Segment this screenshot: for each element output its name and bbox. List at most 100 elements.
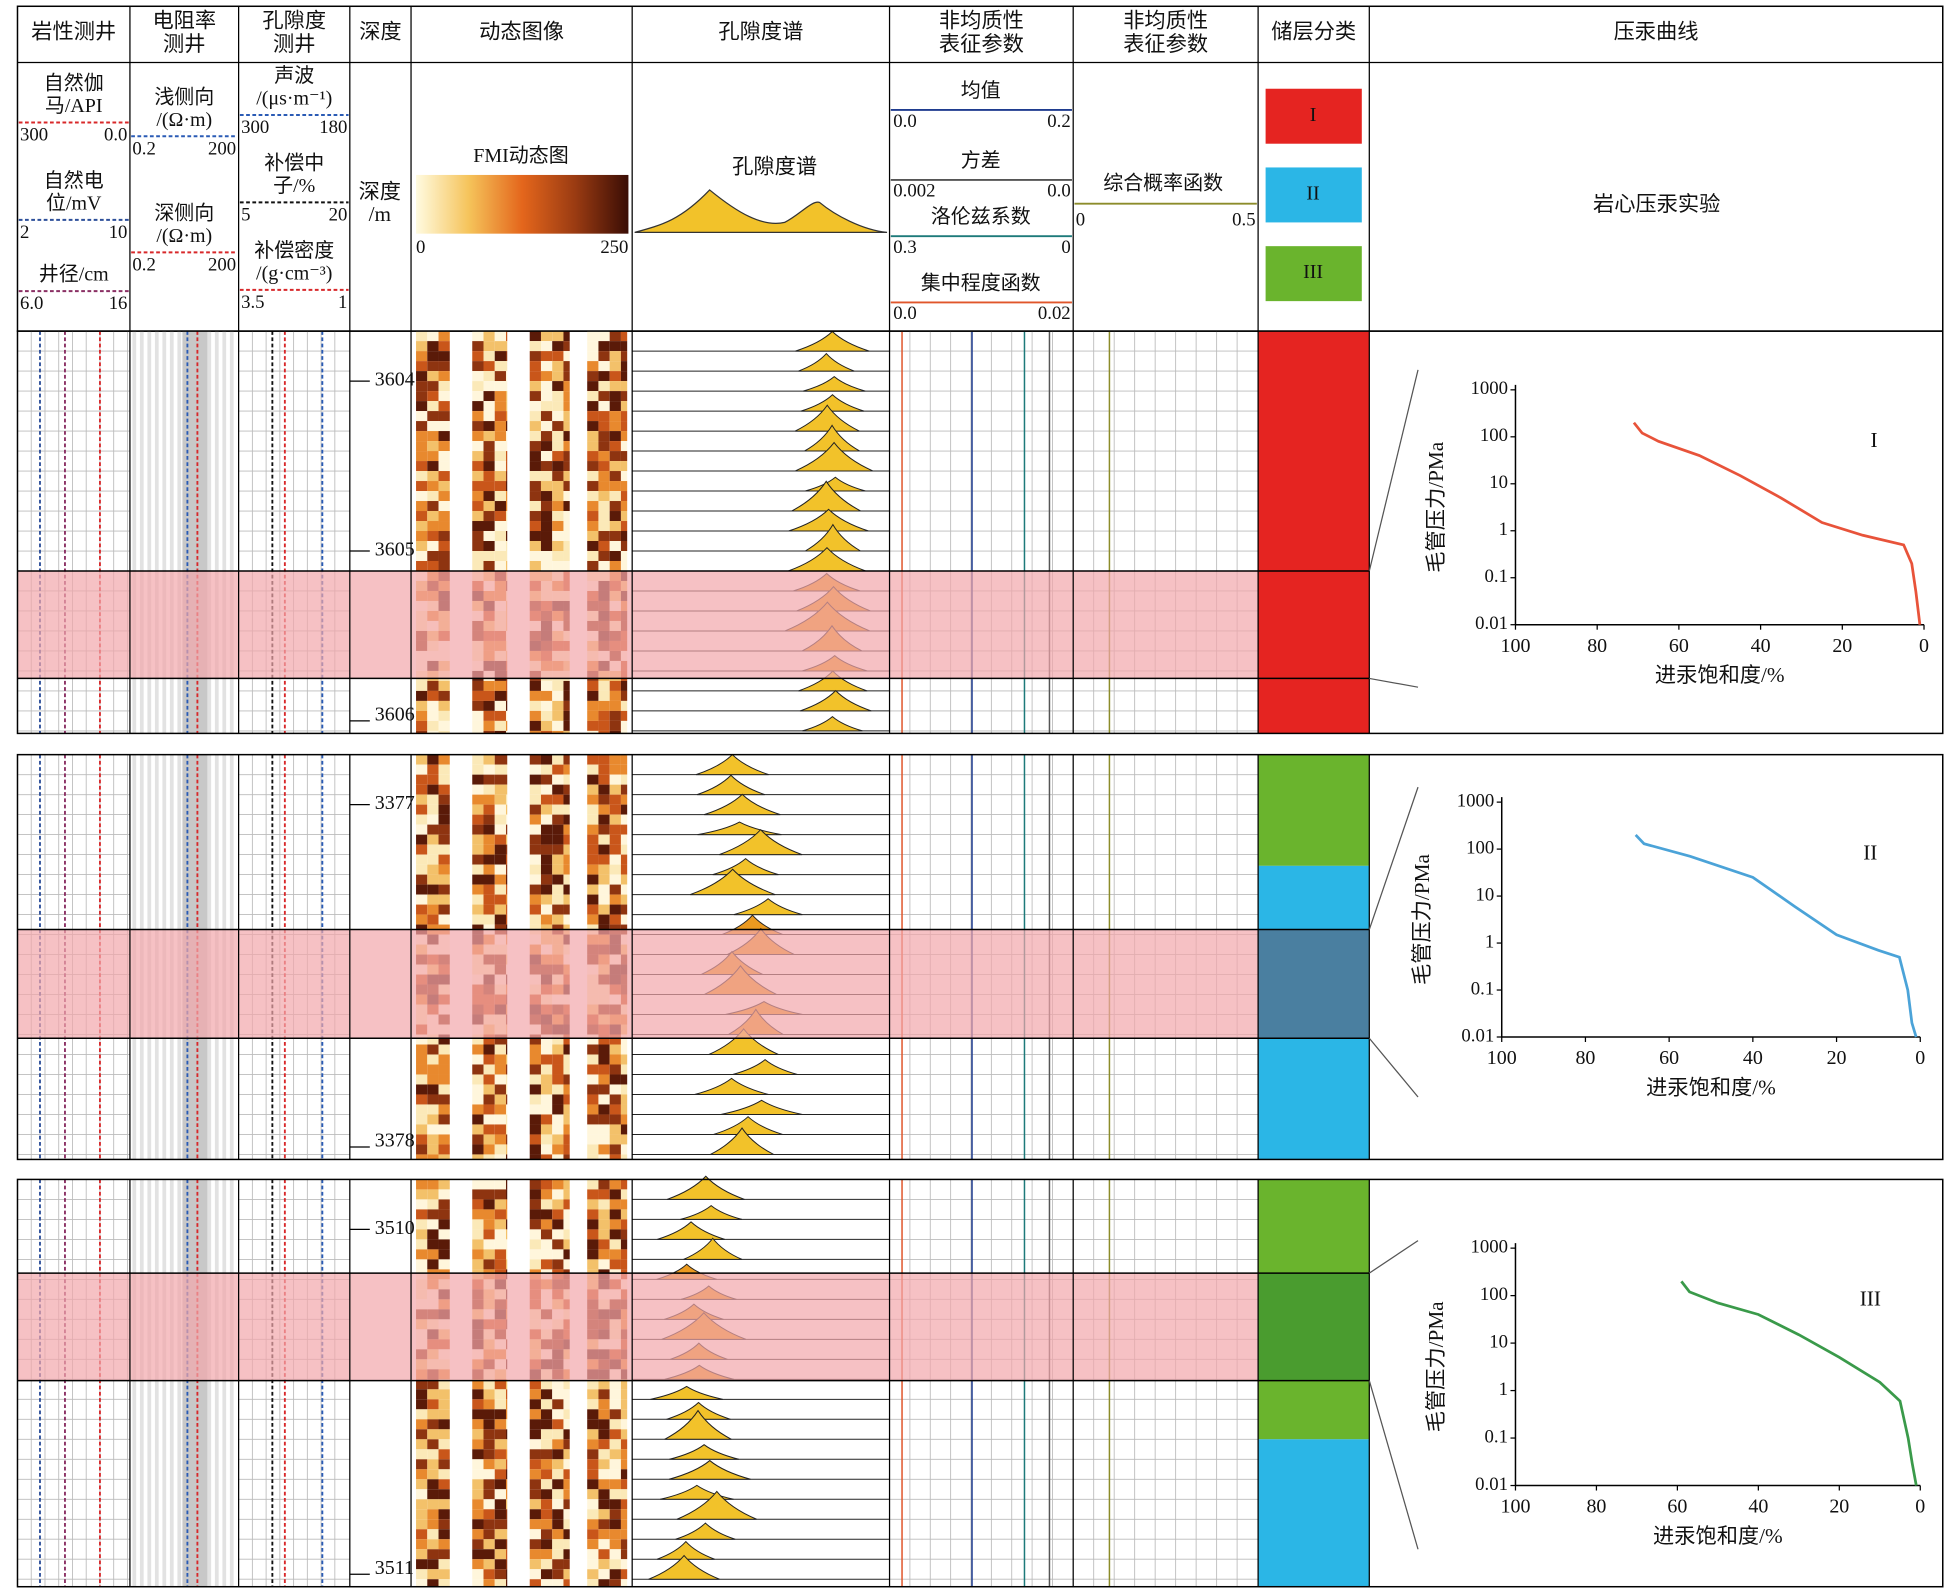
fmi-texture	[529, 914, 541, 925]
fmi-texture	[609, 1569, 621, 1580]
y-tick-label: 0.01	[1461, 1025, 1494, 1046]
fmi-texture	[563, 680, 570, 691]
fmi-texture	[598, 1379, 610, 1390]
fmi-texture	[483, 1489, 495, 1500]
scale-name: /(μs·m⁻¹)	[256, 88, 332, 110]
fmi-texture	[416, 730, 428, 734]
fmi-texture	[609, 1579, 621, 1587]
fmi-texture	[529, 1094, 541, 1105]
fmi-texture	[427, 754, 439, 765]
fmi-texture	[494, 1154, 506, 1160]
probability-min: 0	[1076, 209, 1085, 230]
spectrum-peak	[720, 1099, 803, 1115]
fmi-texture	[505, 1559, 508, 1570]
fmi-texture	[483, 1409, 495, 1420]
scale-name: 马/API	[45, 95, 103, 117]
fmi-texture	[540, 774, 553, 785]
fmi-texture	[505, 1144, 508, 1155]
spectrum-peak	[680, 1204, 743, 1220]
fmi-texture	[494, 1189, 506, 1200]
fmi-texture	[494, 904, 506, 915]
spectrum-peak	[800, 394, 865, 412]
fmi-texture	[505, 844, 508, 855]
fmi-texture	[529, 1419, 541, 1430]
heterogeneity-min: 0.002	[893, 181, 935, 202]
fmi-texture	[416, 1529, 428, 1540]
fmi-texture	[563, 720, 570, 731]
fmi-texture	[563, 730, 570, 734]
depth-label: 3510	[375, 1217, 415, 1239]
fmi-texture	[620, 1439, 628, 1450]
fmi-texture	[494, 1489, 506, 1500]
fmi-texture	[563, 904, 570, 915]
fmi-texture	[540, 1154, 553, 1160]
fmi-texture	[540, 784, 553, 795]
fmi-texture	[505, 804, 508, 815]
scale-max: 1	[338, 292, 347, 313]
scale-min: 0.2	[132, 254, 155, 275]
fmi-texture	[563, 914, 570, 925]
fmi-texture	[529, 481, 541, 492]
fmi-texture	[563, 1399, 570, 1410]
spectrum-peak	[648, 1554, 720, 1580]
fmi-texture	[563, 1154, 570, 1160]
y-tick-label: 1	[1485, 931, 1494, 952]
fmi-texture	[609, 1239, 621, 1250]
fmi-texture	[598, 824, 610, 835]
fmi-texture	[540, 411, 553, 422]
fmi-texture	[529, 381, 541, 392]
highlight-band	[17, 929, 1259, 1039]
fmi-texture	[540, 1439, 553, 1450]
fmi-texture	[563, 381, 570, 392]
fmi-texture	[529, 884, 541, 895]
shade	[182, 1179, 208, 1587]
fmi-texture	[540, 1134, 553, 1145]
fmi-texture	[529, 1439, 541, 1450]
fmi-texture	[505, 774, 508, 785]
fmi-texture	[529, 1209, 541, 1220]
heterogeneity-min: 0.0	[893, 303, 916, 324]
fmi-texture	[529, 844, 541, 855]
fmi-texture	[540, 1539, 553, 1550]
fmi-texture	[598, 1219, 610, 1230]
fmi-texture	[438, 491, 450, 502]
fmi-texture	[529, 471, 541, 482]
fmi-texture	[438, 834, 450, 845]
fmi-texture	[505, 341, 508, 352]
fmi-texture	[427, 1134, 439, 1145]
fmi-texture	[472, 1439, 484, 1450]
fmi-texture	[598, 814, 610, 825]
fmi-texture	[472, 764, 484, 775]
fmi-texture	[472, 1509, 484, 1520]
column-title: 深度	[359, 20, 401, 44]
fmi-texture	[505, 560, 508, 571]
spectrum-peak	[803, 375, 866, 392]
fmi-texture	[563, 1459, 570, 1470]
fmi-texture	[563, 1419, 570, 1430]
spectrum-peak	[690, 868, 776, 896]
fmi-texture	[620, 1519, 628, 1530]
fmi-texture	[427, 680, 439, 691]
fmi-texture	[598, 341, 610, 352]
fmi-texture	[472, 491, 484, 502]
fmi-texture	[540, 914, 553, 925]
fmi-texture	[416, 1054, 428, 1065]
fmi-texture	[609, 730, 621, 734]
fmi-texture	[540, 1249, 553, 1260]
fmi-texture	[609, 1064, 621, 1075]
fmi-texture	[620, 1379, 628, 1390]
fmi-texture	[427, 351, 439, 362]
fmi-texture	[416, 351, 428, 362]
fmi-texture	[563, 1429, 570, 1440]
fmi-texture	[563, 1439, 570, 1450]
fmi-texture	[472, 1199, 484, 1210]
fmi-texture	[472, 1489, 484, 1500]
fmi-texture	[587, 700, 599, 711]
fmi-texture	[494, 511, 506, 522]
fmi-texture	[427, 1439, 439, 1450]
fmi-texture	[540, 421, 553, 432]
fmi-texture	[472, 1144, 484, 1155]
fmi-texture	[427, 1429, 439, 1440]
fmi-texture	[587, 351, 599, 362]
fmi-texture	[427, 1094, 439, 1105]
